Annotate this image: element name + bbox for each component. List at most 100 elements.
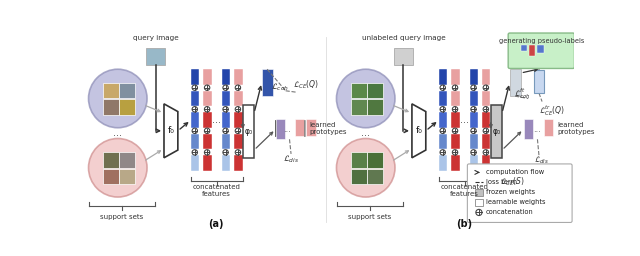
Bar: [119, 83, 135, 99]
Text: frozen weights: frozen weights: [486, 189, 535, 195]
Text: φ₀: φ₀: [244, 127, 253, 136]
Circle shape: [483, 85, 488, 90]
Text: (a): (a): [209, 219, 224, 229]
Bar: [103, 99, 118, 115]
Bar: [351, 99, 367, 115]
Circle shape: [88, 69, 147, 128]
Text: $\mathcal{L}^{ft}_{coh}$: $\mathcal{L}^{ft}_{coh}$: [514, 87, 531, 101]
Bar: [367, 83, 383, 99]
Bar: [482, 134, 490, 149]
Text: $\mathcal{L}_{CE}(Q)$: $\mathcal{L}_{CE}(Q)$: [292, 78, 319, 91]
Circle shape: [337, 138, 395, 197]
Bar: [221, 155, 230, 171]
Bar: [538, 45, 543, 53]
Circle shape: [483, 106, 488, 112]
Circle shape: [204, 85, 210, 90]
Bar: [475, 189, 483, 196]
Text: concatenated
features: concatenated features: [441, 184, 488, 197]
Circle shape: [440, 128, 445, 134]
Circle shape: [192, 85, 198, 90]
Bar: [470, 155, 478, 171]
Circle shape: [236, 85, 241, 90]
Circle shape: [204, 106, 210, 112]
Bar: [482, 69, 490, 85]
Text: ...: ...: [212, 115, 221, 125]
Text: ...: ...: [113, 128, 122, 138]
Circle shape: [476, 209, 482, 216]
Text: $\mathcal{L}_{dis}$: $\mathcal{L}_{dis}$: [534, 154, 548, 166]
Bar: [307, 119, 316, 136]
Bar: [103, 168, 118, 184]
Circle shape: [192, 128, 198, 134]
Bar: [367, 152, 383, 168]
Circle shape: [483, 150, 488, 155]
Bar: [470, 134, 478, 149]
Bar: [204, 134, 212, 149]
Bar: [204, 112, 212, 128]
Bar: [234, 134, 243, 149]
Circle shape: [440, 150, 445, 155]
Circle shape: [192, 106, 198, 112]
Circle shape: [204, 128, 210, 134]
Bar: [103, 83, 118, 99]
Bar: [221, 134, 230, 149]
Circle shape: [483, 128, 488, 134]
Bar: [520, 45, 527, 51]
Bar: [394, 48, 413, 65]
Bar: [351, 152, 367, 168]
Bar: [482, 155, 490, 171]
Bar: [221, 112, 230, 128]
Text: generating pseudo-labels: generating pseudo-labels: [499, 38, 584, 44]
Bar: [204, 69, 212, 85]
Bar: [191, 69, 200, 85]
Bar: [276, 119, 285, 139]
Text: ...: ...: [284, 125, 291, 134]
Bar: [119, 152, 135, 168]
Bar: [470, 91, 478, 106]
Circle shape: [236, 150, 241, 155]
Bar: [243, 105, 254, 158]
Circle shape: [223, 128, 228, 134]
Circle shape: [440, 106, 445, 112]
Bar: [451, 91, 460, 106]
Circle shape: [471, 106, 476, 112]
Circle shape: [452, 150, 458, 155]
Text: f₀: f₀: [168, 126, 174, 135]
Circle shape: [223, 85, 228, 90]
Bar: [119, 168, 135, 184]
Text: concatenated
features: concatenated features: [193, 184, 241, 197]
Circle shape: [192, 150, 198, 155]
Text: f₀: f₀: [415, 126, 422, 135]
Circle shape: [452, 128, 458, 134]
Bar: [529, 45, 535, 56]
Bar: [439, 91, 447, 106]
Circle shape: [471, 150, 476, 155]
Bar: [234, 91, 243, 106]
Circle shape: [223, 150, 228, 155]
Bar: [234, 155, 243, 171]
FancyBboxPatch shape: [508, 33, 575, 68]
Bar: [147, 48, 164, 65]
Text: ...: ...: [534, 125, 541, 134]
Text: $\mathcal{L}_{coh}$: $\mathcal{L}_{coh}$: [271, 81, 289, 93]
Circle shape: [88, 138, 147, 197]
Bar: [191, 134, 200, 149]
Text: learned
prototypes: learned prototypes: [557, 122, 595, 135]
Bar: [439, 69, 447, 85]
Bar: [543, 119, 553, 136]
Bar: [234, 112, 243, 128]
Bar: [351, 168, 367, 184]
Polygon shape: [164, 104, 178, 158]
Text: support sets: support sets: [348, 214, 391, 220]
Bar: [204, 155, 212, 171]
Bar: [470, 112, 478, 128]
Bar: [451, 134, 460, 149]
Text: support sets: support sets: [100, 214, 143, 220]
Text: unlabeled query image: unlabeled query image: [362, 35, 445, 41]
Bar: [470, 69, 478, 85]
Text: (b): (b): [456, 219, 472, 229]
Bar: [439, 155, 447, 171]
Circle shape: [223, 106, 228, 112]
Text: computation flow: computation flow: [486, 169, 544, 175]
Bar: [191, 112, 200, 128]
